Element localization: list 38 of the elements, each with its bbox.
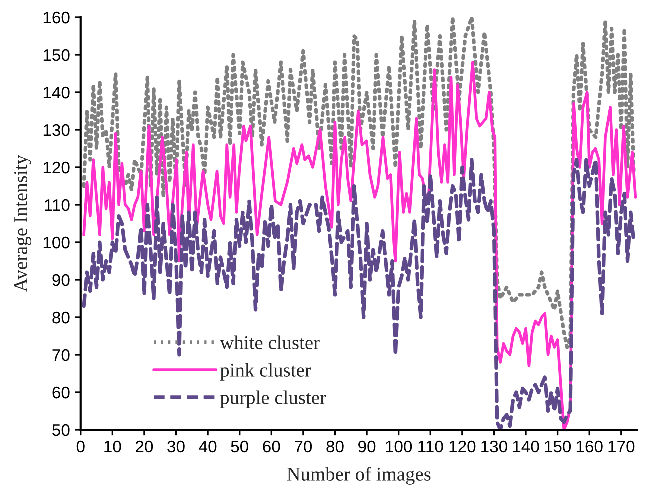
x-tick-label: 40 [199,440,217,453]
x-tick-label: 10 [104,440,122,453]
y-tick-label: 140 [44,86,70,99]
legend-label: purple cluster [220,390,326,408]
legend-label: white cluster [220,336,320,350]
x-tick-label: 110 [418,440,444,453]
x-axis-title: Number of images [287,467,431,485]
y-tick-label: 160 [44,12,70,24]
x-tick-label: 170 [608,440,635,453]
line-series [82,158,636,430]
legend-label: pink cluster [220,363,312,381]
y-tick-label: 90 [52,274,70,286]
x-tick-label: 30 [168,440,185,453]
y-tick-label: 70 [52,349,70,362]
x-tick-label: 160 [576,440,603,453]
x-tick-label: 140 [513,440,540,453]
x-tick-label: 130 [482,440,508,453]
x-tick-label: 20 [136,440,154,453]
x-tick-label: 90 [358,440,376,453]
line-series [82,18,636,350]
x-tick-label: 100 [386,440,412,453]
x-tick-label: 80 [326,440,344,453]
x-tick-label: 150 [545,440,572,453]
y-tick-label: 60 [52,386,70,399]
y-tick-label: 130 [44,124,70,136]
y-tick-label: 110 [45,199,70,212]
x-tick-label: 70 [295,440,312,453]
y-tick-label: 80 [52,312,70,324]
x-tick-label: 60 [263,440,280,453]
x-tick-label: 0 [76,440,85,453]
y-tick-label: 50 [52,424,70,436]
y-tick-label: 100 [44,236,70,249]
y-tick-label: 150 [44,49,70,62]
line-series [82,61,638,430]
y-tick-label: 120 [44,162,70,174]
y-axis-title: Average Intensity [14,155,32,292]
x-tick-label: 50 [231,440,248,453]
x-tick-label: 120 [450,440,476,453]
